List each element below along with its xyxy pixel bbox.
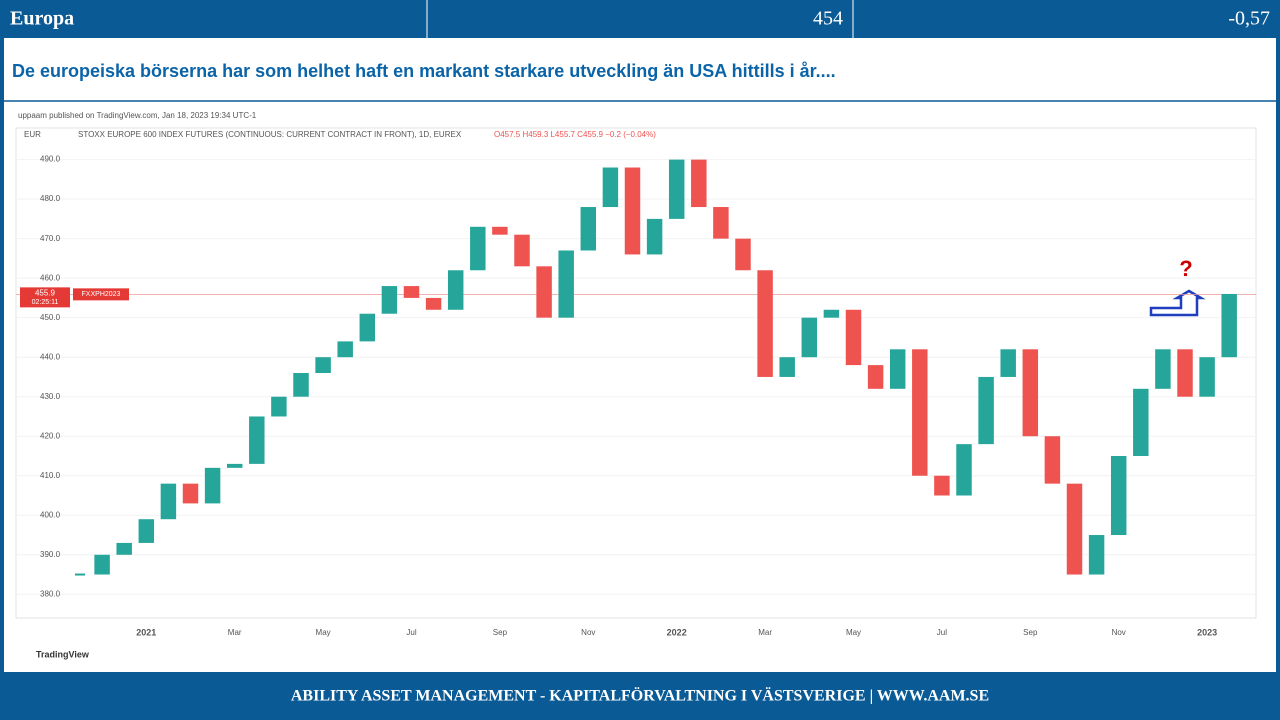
candle xyxy=(1221,293,1237,358)
price-tag xyxy=(20,287,70,308)
x-tick-label: 2023 xyxy=(1197,627,1217,637)
y-tick-label: 470.0 xyxy=(40,234,61,243)
candle xyxy=(867,365,884,389)
content xyxy=(4,38,1276,672)
candle xyxy=(646,218,663,255)
brand: TradingView xyxy=(36,649,90,659)
candle xyxy=(757,270,773,377)
x-tick-label: Sep xyxy=(493,628,508,637)
y-tick-label: 460.0 xyxy=(40,273,61,282)
candle xyxy=(735,238,751,271)
last-price-label: 455.9 xyxy=(35,288,56,297)
candle xyxy=(668,159,685,219)
y-tick-label: 410.0 xyxy=(40,471,61,480)
candle xyxy=(293,373,309,397)
candle xyxy=(1000,349,1016,377)
candle xyxy=(1155,349,1171,389)
candle xyxy=(580,207,597,251)
x-tick-label: Mar xyxy=(758,628,772,637)
countdown: 02:25:11 xyxy=(32,299,59,306)
x-tick-label: Sep xyxy=(1023,628,1038,637)
chart-title: STOXX EUROPE 600 INDEX FUTURES (CONTINUO… xyxy=(78,130,462,139)
x-tick-label: Jul xyxy=(406,628,416,637)
plot-frame xyxy=(15,127,1257,619)
x-tick-label: 2021 xyxy=(136,627,156,637)
y-tick-label: 450.0 xyxy=(40,313,61,322)
candle xyxy=(889,349,906,389)
header-value: 454 xyxy=(813,8,843,30)
candle xyxy=(337,341,353,358)
candle xyxy=(934,475,950,496)
symbol-tag xyxy=(73,288,129,301)
candle xyxy=(691,159,707,208)
candle xyxy=(359,313,376,342)
candle xyxy=(1022,349,1039,437)
candle xyxy=(845,309,862,366)
candle xyxy=(978,376,994,445)
header-title: Europa xyxy=(10,8,74,30)
candle xyxy=(713,207,729,239)
header-change: -0,57 xyxy=(1228,8,1270,30)
subtitle: De europeiska börserna har som helhet ha… xyxy=(12,61,836,81)
candle xyxy=(912,349,928,476)
x-tick-label: May xyxy=(846,628,861,637)
candle xyxy=(447,270,464,310)
x-tick-label: Nov xyxy=(581,628,595,637)
candle xyxy=(514,234,530,267)
candle xyxy=(204,467,221,504)
y-tick-label: 420.0 xyxy=(40,431,61,440)
y-tick-label: 480.0 xyxy=(40,194,61,203)
candle xyxy=(226,463,243,468)
x-tick-label: Nov xyxy=(1112,628,1126,637)
candle xyxy=(425,297,442,310)
y-tick-label: 440.0 xyxy=(40,352,61,361)
candle xyxy=(779,357,795,377)
currency: EUR xyxy=(24,130,41,139)
candle xyxy=(470,226,486,271)
candle xyxy=(956,444,972,496)
x-tick-label: 2022 xyxy=(667,627,687,637)
candle xyxy=(94,554,110,575)
candle xyxy=(624,167,641,255)
y-tick-label: 490.0 xyxy=(40,155,61,164)
published: uppaam published on TradingView.com, Jan… xyxy=(18,111,257,120)
footer: ABILITY ASSET MANAGEMENT - KAPITALFÖRVAL… xyxy=(291,687,989,705)
candle xyxy=(1066,483,1083,575)
candle xyxy=(249,416,265,464)
candle xyxy=(315,357,331,373)
x-tick-label: Mar xyxy=(228,628,242,637)
y-tick-label: 380.0 xyxy=(40,589,61,598)
candle xyxy=(1044,436,1061,484)
candle xyxy=(1110,455,1127,536)
candle xyxy=(558,250,574,318)
candle xyxy=(138,519,155,543)
y-tick-label: 430.0 xyxy=(40,392,61,401)
candle xyxy=(1177,349,1193,397)
annotation: ? xyxy=(1179,256,1192,281)
candle xyxy=(536,266,552,318)
symbol: FXXPH2023 xyxy=(82,291,121,298)
y-tick-label: 390.0 xyxy=(40,550,61,559)
x-tick-label: Jul xyxy=(937,628,947,637)
candle xyxy=(602,167,619,208)
candle xyxy=(160,483,177,520)
candle xyxy=(403,286,420,298)
x-tick-label: May xyxy=(316,628,331,637)
candle xyxy=(823,309,840,318)
candle xyxy=(492,226,508,235)
candle xyxy=(1199,357,1215,397)
ohlc: O457.5 H459.3 L455.7 C455.9 −0.2 (−0.04%… xyxy=(494,130,656,139)
candle xyxy=(116,542,132,555)
y-tick-label: 400.0 xyxy=(40,510,61,519)
candle xyxy=(801,317,818,358)
candle xyxy=(1088,535,1105,575)
candle xyxy=(182,483,199,504)
candle xyxy=(271,396,287,417)
candle xyxy=(381,286,398,314)
candle xyxy=(1133,388,1149,456)
